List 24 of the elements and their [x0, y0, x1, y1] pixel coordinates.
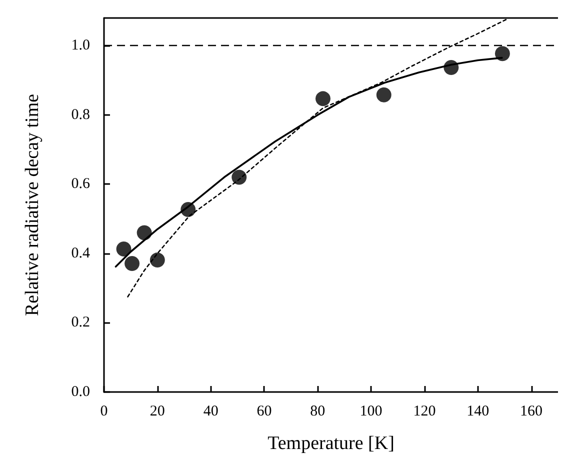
- x-tick-label: 140: [466, 404, 490, 420]
- x-tick-label: 40: [203, 404, 218, 420]
- x-axis-title: Temperature [K]: [268, 433, 394, 454]
- y-tick-label: 0.0: [71, 384, 90, 400]
- y-tick-label: 1.0: [71, 38, 90, 54]
- x-tick-label: 60: [256, 404, 272, 420]
- y-tick-label: 0.6: [71, 176, 90, 192]
- x-tick-label: 160: [520, 404, 543, 420]
- point: [316, 91, 330, 106]
- y-tick-label: 0.2: [71, 314, 90, 331]
- point: [376, 87, 392, 102]
- x-tick-label: 120: [413, 404, 436, 420]
- x-tick-label: 0: [100, 404, 108, 420]
- x-tick-label: 80: [310, 404, 326, 420]
- x-tick-label: 100: [360, 404, 382, 420]
- y-tick-label: 0.4: [71, 245, 90, 262]
- point: [116, 241, 132, 256]
- point: [494, 46, 510, 62]
- point: [150, 252, 165, 268]
- y-tick-label: 0.8: [71, 106, 90, 123]
- point: [232, 170, 247, 185]
- point: [124, 256, 140, 272]
- y-axis-title: Relative radiative decay time: [22, 94, 43, 316]
- x-tick-label: 20: [150, 404, 165, 420]
